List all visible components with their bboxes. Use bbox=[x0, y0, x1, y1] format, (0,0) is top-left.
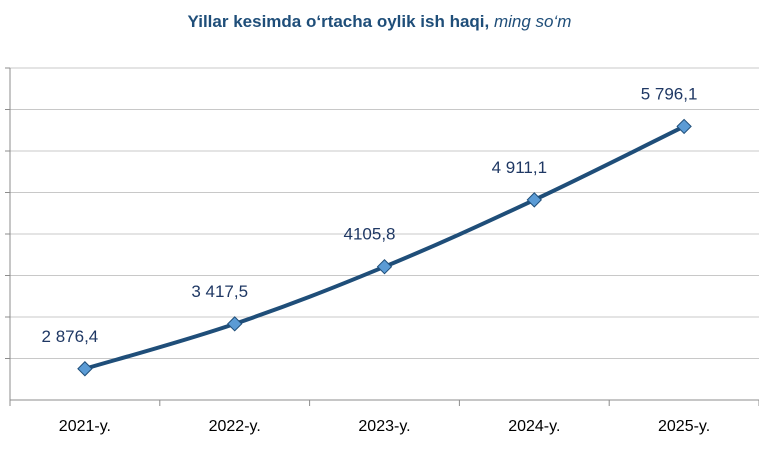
data-labels: 2 876,4 3 417,5 4105,8 4 911,1 5 796,1 bbox=[42, 84, 698, 345]
gridlines bbox=[5, 67, 759, 359]
chart-title-text: Yillar kesimda o‘rtacha oylik ish haqi, bbox=[187, 12, 490, 31]
data-label: 2 876,4 bbox=[42, 327, 99, 346]
data-label: 5 796,1 bbox=[641, 84, 698, 103]
data-label: 3 417,5 bbox=[191, 282, 248, 301]
markers bbox=[77, 118, 692, 377]
data-label: 4 911,1 bbox=[492, 158, 547, 177]
chart-title: Yillar kesimda o‘rtacha oylik ish haqi, … bbox=[0, 12, 759, 32]
data-point-marker bbox=[526, 192, 543, 208]
x-tick-label: 2021-y. bbox=[59, 418, 111, 435]
data-point-marker bbox=[376, 259, 393, 275]
x-tick-label: 2024-y. bbox=[508, 418, 560, 435]
chart-title-unit: ming so‘m bbox=[493, 12, 572, 31]
series-line-layer bbox=[84, 124, 685, 371]
x-tick-label: 2025-y. bbox=[658, 418, 710, 435]
axes bbox=[9, 68, 759, 406]
series-line bbox=[84, 124, 685, 371]
x-tick-label: 2023-y. bbox=[358, 418, 410, 435]
x-tick-labels: 2021-y. 2022-y. 2023-y. 2024-y. 2025-y. bbox=[59, 418, 710, 435]
x-tick-label: 2022-y. bbox=[209, 418, 261, 435]
data-label: 4105,8 bbox=[344, 225, 396, 244]
data-point-marker bbox=[226, 316, 243, 332]
data-point-marker bbox=[676, 118, 692, 135]
data-point-marker bbox=[77, 361, 93, 377]
